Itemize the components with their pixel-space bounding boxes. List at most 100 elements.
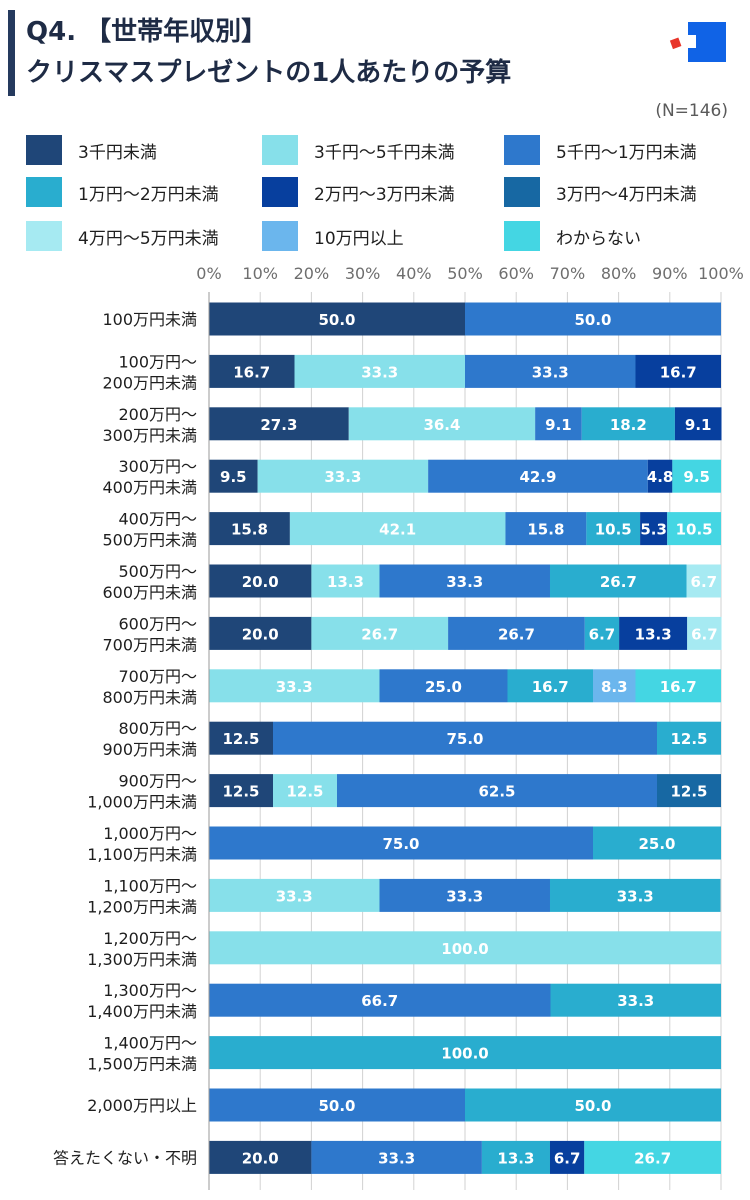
legend-swatch — [262, 221, 298, 251]
data-label: 100.0 — [441, 940, 488, 958]
data-label: 75.0 — [382, 835, 419, 853]
bar-segment — [584, 1140, 721, 1174]
chart-title: Q4. 【世帯年収別】 クリスマスプレゼントの1人あたりの予算 — [26, 12, 511, 94]
data-label: 6.7 — [589, 625, 616, 643]
bar-segment — [257, 459, 429, 493]
bar-segment — [311, 564, 380, 598]
data-label: 16.7 — [660, 363, 697, 381]
bar-segment — [687, 616, 722, 650]
legend-label: わからない — [556, 228, 641, 249]
category-label: 1,100万円〜 1,200万円未満 — [87, 876, 197, 916]
data-label: 5.3 — [640, 521, 667, 539]
data-label: 33.3 — [617, 887, 654, 905]
bar-segment — [209, 669, 380, 703]
data-label: 26.7 — [361, 625, 398, 643]
data-label: 33.3 — [446, 573, 483, 591]
x-tick-label: 100% — [698, 264, 744, 283]
bar-segment — [311, 616, 449, 650]
data-label: 10.5 — [676, 521, 713, 539]
bar-segment — [657, 721, 721, 755]
data-label: 6.7 — [554, 1149, 581, 1167]
data-label: 6.7 — [691, 573, 718, 591]
bar-segment — [379, 878, 550, 912]
legend-label: 2万円〜3万円未満 — [314, 184, 455, 205]
bar-segment — [549, 564, 687, 598]
x-tick-label: 40% — [396, 264, 432, 283]
bar-segment — [581, 407, 675, 441]
bar-segment — [273, 721, 657, 755]
legend-item: 1万円〜2万円未満 — [26, 175, 219, 209]
data-label: 12.5 — [670, 730, 707, 748]
category-label: 2,000万円以上 — [87, 1096, 197, 1115]
bar-segment — [584, 616, 620, 650]
data-label: 33.3 — [361, 363, 398, 381]
bar-segment — [348, 407, 536, 441]
bar-segment — [337, 774, 657, 808]
legend-swatch — [26, 221, 62, 251]
data-label: 13.3 — [497, 1149, 534, 1167]
legend-label: 3千円〜5千円未満 — [314, 142, 455, 163]
data-label: 12.5 — [222, 730, 259, 748]
bar-segment — [379, 669, 508, 703]
category-label: 800万円〜 900万円未満 — [102, 719, 197, 759]
bar-segment — [209, 774, 273, 808]
x-tick-label: 60% — [498, 264, 534, 283]
data-label: 20.0 — [242, 573, 279, 591]
data-label: 50.0 — [318, 311, 355, 329]
x-tick-label: 30% — [345, 264, 381, 283]
data-label: 9.5 — [683, 468, 710, 486]
chart-title-line1: Q4. 【世帯年収別】 — [26, 17, 268, 47]
category-label: 900万円〜 1,000万円未満 — [87, 772, 197, 812]
bar-segment — [428, 459, 648, 493]
x-tick-label: 90% — [652, 264, 688, 283]
data-label: 62.5 — [478, 783, 515, 801]
data-label: 50.0 — [574, 1097, 611, 1115]
legend-swatch — [504, 221, 540, 251]
bar-segment — [209, 616, 312, 650]
data-label: 36.4 — [423, 416, 460, 434]
bar-segment — [209, 354, 295, 388]
legend-item: わからない — [504, 219, 641, 253]
bar-segment — [379, 564, 550, 598]
bar-segment — [619, 616, 688, 650]
category-label: 1,400万円〜 1,500万円未満 — [87, 1034, 197, 1074]
data-label: 33.3 — [532, 363, 569, 381]
bar-segment — [465, 1088, 721, 1122]
data-label: 42.9 — [519, 468, 556, 486]
category-label: 400万円〜 500万円未満 — [102, 510, 197, 550]
category-label: 答えたくない・不明 — [53, 1148, 197, 1167]
data-label: 33.3 — [446, 887, 483, 905]
data-label: 33.3 — [324, 468, 361, 486]
data-label: 16.7 — [532, 678, 569, 696]
bar-segment — [481, 1140, 550, 1174]
legend-item: 10万円以上 — [262, 219, 404, 253]
x-tick-label: 20% — [294, 264, 330, 283]
bar-segment — [672, 459, 721, 493]
category-label: 1,200万円〜 1,300万円未満 — [87, 929, 197, 969]
data-label: 75.0 — [446, 730, 483, 748]
title-accent-bar — [8, 10, 15, 96]
legend-label: 3万円〜4万円未満 — [556, 184, 697, 205]
bar-segment — [505, 512, 587, 546]
data-label: 26.7 — [600, 573, 637, 591]
bar-segment — [209, 1140, 312, 1174]
data-label: 9.1 — [685, 416, 712, 434]
legend-label: 1万円〜2万円未満 — [78, 184, 219, 205]
data-label: 20.0 — [242, 1149, 279, 1167]
x-tick-label: 10% — [242, 264, 278, 283]
data-label: 26.7 — [634, 1149, 671, 1167]
data-label: 4.8 — [647, 468, 674, 486]
bar-segment — [640, 512, 668, 546]
category-label: 100万円未満 — [102, 310, 197, 329]
data-label: 15.8 — [231, 521, 268, 539]
bar-segment — [448, 616, 585, 650]
bar-segment — [686, 564, 721, 598]
bar-segment — [593, 826, 721, 860]
category-label: 1,000万円〜 1,100万円未満 — [87, 824, 197, 864]
bar-segment — [465, 302, 721, 336]
bar-segment — [549, 878, 721, 912]
data-label: 25.0 — [425, 678, 462, 696]
category-label: 600万円〜 700万円未満 — [102, 614, 197, 654]
data-label: 50.0 — [318, 1097, 355, 1115]
